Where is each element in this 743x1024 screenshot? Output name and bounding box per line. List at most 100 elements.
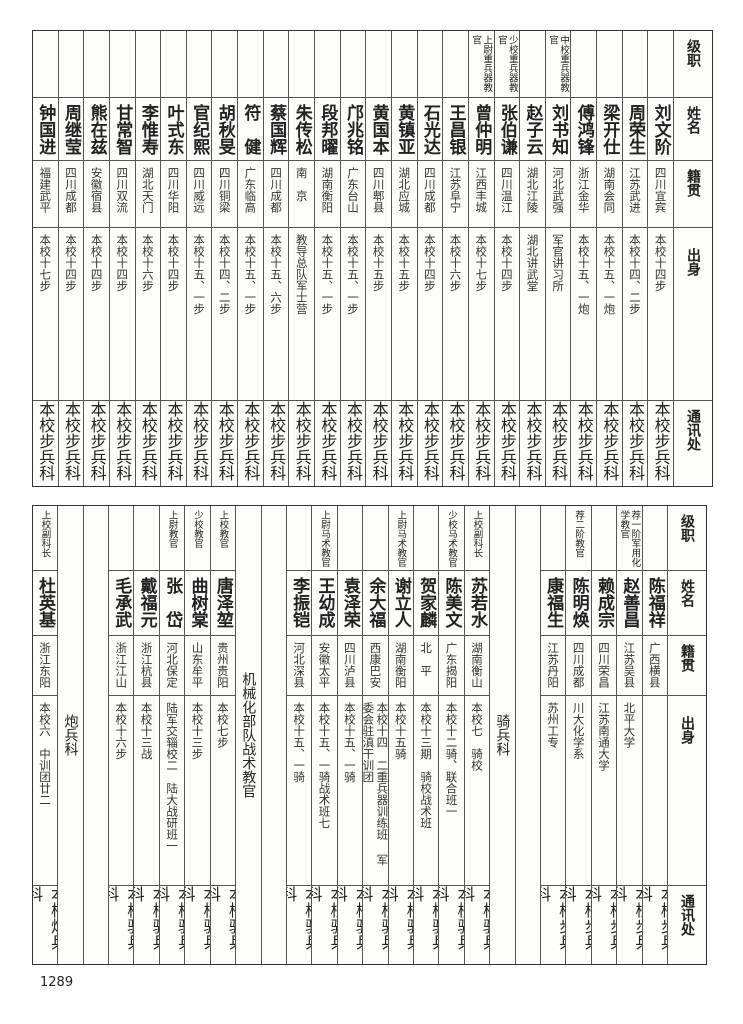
place-text: 福建武平 — [38, 167, 53, 213]
header-label: 通讯处 — [685, 409, 701, 451]
header-label: 通讯处 — [679, 894, 695, 936]
name-text: 陈福祥 — [644, 577, 665, 628]
address-cell: 本校步兵科 — [520, 401, 545, 485]
name-text: 石光达 — [419, 104, 440, 155]
name-text: 赵子云 — [522, 104, 543, 155]
address-text: 本校步兵科 — [87, 401, 107, 481]
address-text: 本校步兵科 — [318, 401, 338, 481]
origin-cell: 本校十四步 — [494, 228, 520, 401]
place-cell: 福建武平 — [32, 161, 58, 228]
name-cell: 王昌银 — [443, 98, 468, 161]
rank-cell — [391, 31, 417, 98]
table-row: 上尉重兵器教官 曾仲明 江西丰城 本校十七步 本校步兵科 — [467, 31, 494, 486]
address-text: 本校步兵科 — [617, 886, 641, 950]
rank-text: 荐二阶教官 — [573, 510, 585, 558]
address-cell: 本校骑兵科 — [287, 886, 311, 963]
origin-text: 本校十四步 — [422, 234, 437, 292]
address-text: 本校步兵科 — [600, 401, 620, 481]
table-row: 康福生江苏丹阳苏州工专本校步兵科 — [539, 506, 566, 964]
origin-text: 本校十五、一骑 — [292, 702, 307, 783]
table-row: 少校重兵器教官 张伯谦 四川温江 本校十四步 本校步兵科 — [493, 31, 520, 486]
origin-text: 陆军交辎校二 陆大战研班一 — [165, 702, 180, 852]
address-text: 本校步兵科 — [566, 886, 590, 950]
place-cell: 广东临高 — [238, 161, 263, 228]
address-text: 本校步兵科 — [395, 401, 415, 481]
rank-text: 上尉马术教官 — [319, 510, 331, 567]
table-row: 刘文阶 四川宜宾 本校十四步 本校步兵科 — [647, 31, 673, 486]
rank-text: 少校马术教官 — [446, 510, 458, 567]
rank-text: 少校教官 — [191, 510, 203, 548]
upper-personnel-table: 级职 姓名 籍贯 出身 通讯处 刘文阶 四川宜宾 本校十四步 本校步兵科 周荣生 江苏武进 本校十四、… — [32, 30, 713, 487]
origin-text: 北平大学 — [622, 702, 637, 748]
origin-text: 苏州工专 — [546, 702, 561, 748]
origin-cell: 本校七 骑校 — [464, 696, 490, 886]
address-cell: 本校步兵科 — [623, 401, 648, 485]
name-text: 蔡国辉 — [266, 104, 287, 155]
table-row: 甘常智 四川双流 本校十四步 本校步兵科 — [108, 31, 135, 486]
rank-cell: 上校教官 — [210, 506, 236, 571]
rank-cell: 上尉马术教官 — [388, 506, 413, 571]
rank-cell — [642, 506, 667, 571]
origin-cell: 本校十七步 — [32, 228, 58, 401]
name-text: 钟国进 — [35, 104, 56, 155]
name-cell: 赵善昌 — [617, 571, 642, 636]
table-row: 梁开仕 湖南会同 本校十五、一炮 本校步兵科 — [596, 31, 622, 486]
origin-text: 本校十五步 — [397, 234, 412, 292]
origin-text: 本校十五、一骑战术班七 — [317, 702, 332, 829]
place-text: 四川温江 — [499, 167, 514, 213]
place-cell: 浙江东阳 — [32, 636, 58, 696]
rank-text: 上尉重兵器教官 — [470, 35, 493, 92]
name-cell: 赖成宗 — [591, 571, 617, 636]
header-cell: 籍贯 — [668, 636, 706, 696]
origin-text: 本校十五、一步 — [320, 234, 335, 315]
address-text: 本校步兵科 — [267, 401, 287, 481]
address-text: 本校步兵科 — [472, 401, 492, 481]
table-row: 荐二阶教官陈明焕四川成都川大化学系本校步兵科 — [565, 506, 591, 964]
address-cell: 本校骑兵科 — [312, 886, 336, 963]
rank-text: 荐一阶军用化学教官 — [618, 510, 641, 567]
origin-cell: 本校十四步 — [84, 228, 109, 401]
rank-cell: 荐一阶军用化学教官 — [617, 506, 642, 571]
rank-text: 上校副科长 — [39, 510, 51, 558]
address-text: 本校步兵科 — [190, 401, 210, 481]
name-cell: 符 健 — [238, 98, 263, 161]
table-row: 少校教官曲树棠山东牟平本校十三步本校骑兵科 — [184, 506, 210, 964]
place-cell: 贵州贵阳 — [210, 636, 236, 696]
name-cell: 甘常智 — [109, 98, 135, 161]
origin-cell: 本校十五步 — [391, 228, 417, 401]
rank-cell — [315, 31, 340, 98]
name-cell: 陈美文 — [439, 571, 464, 636]
address-text: 本校步兵科 — [540, 886, 565, 950]
header-column: 级职 姓名 籍贯 出身 通讯处 — [673, 31, 712, 486]
address-text: 本校骑兵科 — [388, 886, 413, 950]
origin-cell: 本校十四步 — [417, 228, 443, 401]
origin-text: 本校六 中训团廿二 — [38, 702, 53, 806]
name-text: 曾仲明 — [471, 104, 492, 155]
origin-text: 本校十五骑 — [393, 702, 408, 760]
name-text: 戴福元 — [136, 577, 157, 628]
address-cell: 本校步兵科 — [212, 401, 237, 485]
address-cell: 本校步兵科 — [418, 401, 443, 485]
address-cell: 本校步兵科 — [597, 401, 622, 485]
address-cell: 本校步兵科 — [59, 401, 84, 485]
origin-cell: 本校七步 — [210, 696, 236, 886]
rank-cell: 荐二阶教官 — [566, 506, 591, 571]
section-heading-column: 炮兵科 — [57, 506, 82, 964]
origin-text: 本校十三步 — [190, 702, 205, 760]
address-cell: 本校炮兵科 — [33, 886, 57, 963]
origin-text: 本校十四步 — [115, 234, 130, 292]
rank-text: 中校重兵器教官 — [547, 35, 570, 92]
name-cell: 毛承武 — [109, 571, 134, 636]
place-cell: 山东牟平 — [185, 636, 210, 696]
place-cell: 安徽宿县 — [84, 161, 109, 228]
section-heading-column: 机械化部队战术教官 — [235, 506, 260, 964]
address-cell: 本校骑兵科 — [363, 886, 387, 963]
address-cell: 本校步兵科 — [495, 401, 520, 485]
origin-text: 本校十四步 — [63, 234, 78, 292]
name-text: 陈明焕 — [568, 577, 589, 628]
address-text: 本校步兵科 — [343, 401, 363, 481]
origin-cell: 本校十四步 — [161, 228, 186, 401]
